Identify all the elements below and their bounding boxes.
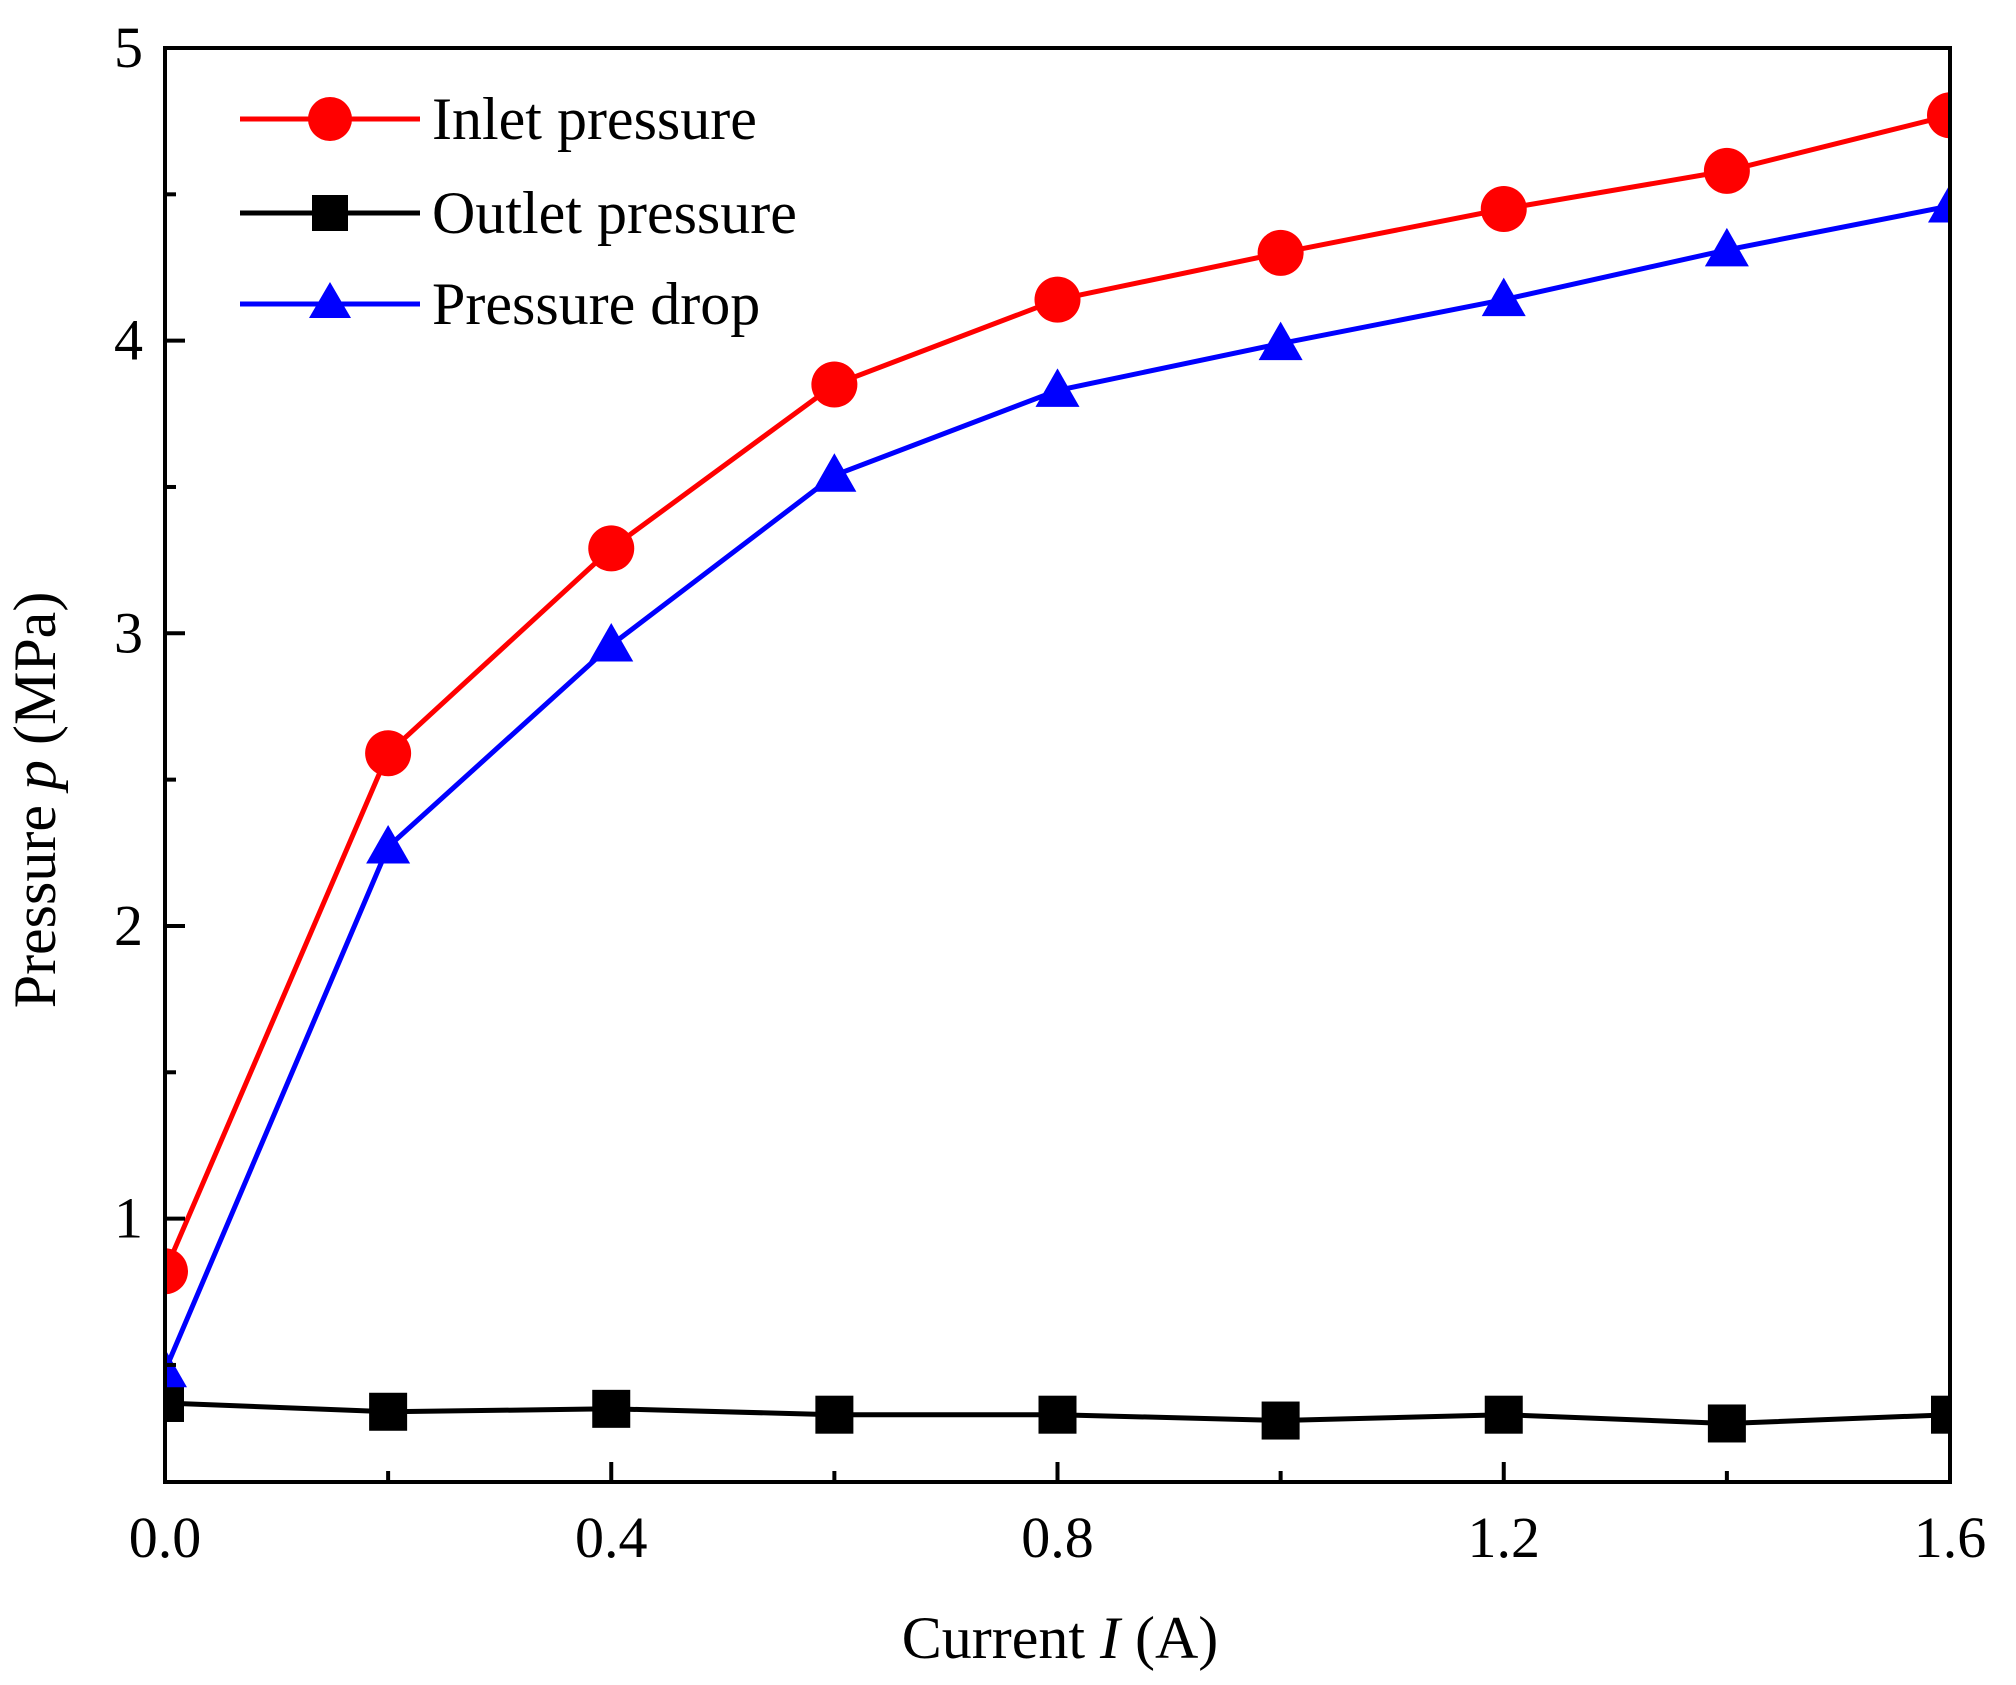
tick-labels: 0.0 0.4 0.8 1.2 1.6 1 2 3 4 5 <box>114 15 1986 1570</box>
x-tick-label: 1.2 <box>1468 1505 1541 1570</box>
data-point-outlet-pressure-3 <box>815 1395 854 1434</box>
data-point-inlet-pressure-7 <box>1703 147 1750 194</box>
data-point-pressure-drop-5 <box>1258 321 1303 361</box>
y-tick-label: 5 <box>114 15 143 80</box>
data-point-pressure-drop-8 <box>1928 184 1950 223</box>
legend-item-pressure-drop: Pressure drop <box>240 271 760 337</box>
data-point-outlet-pressure-5 <box>1261 1401 1300 1440</box>
data-point-inlet-pressure-5 <box>1257 229 1304 276</box>
data-point-pressure-drop-3 <box>812 453 857 492</box>
x-tick-label: 0.0 <box>129 1505 202 1570</box>
data-point-inlet-pressure-3 <box>811 361 858 408</box>
legend-label-outlet-pressure: Outlet pressure <box>432 180 797 246</box>
data-point-inlet-pressure-4 <box>1034 276 1081 323</box>
y-tick-label: 3 <box>114 600 143 665</box>
data-point-outlet-pressure-2 <box>592 1389 631 1428</box>
data-point-pressure-drop-4 <box>1035 368 1080 407</box>
y-tick-label: 1 <box>114 1186 143 1251</box>
data-point-inlet-pressure-2 <box>588 525 635 572</box>
data-point-pressure-drop-6 <box>1481 277 1526 317</box>
y-axis-title: Pressure p (MPa) <box>2 592 68 1009</box>
data-point-outlet-pressure-4 <box>1038 1395 1077 1434</box>
legend-label-inlet-pressure: Inlet pressure <box>432 86 757 152</box>
legend-item-inlet-pressure: Inlet pressure <box>240 86 757 152</box>
y-tick-label: 2 <box>114 893 143 958</box>
x-tick-label: 0.8 <box>1021 1505 1094 1570</box>
data-point-outlet-pressure-8 <box>1931 1395 1950 1434</box>
data-point-pressure-drop-0 <box>165 1348 187 1388</box>
data-point-outlet-pressure-6 <box>1484 1395 1523 1434</box>
data-point-outlet-pressure-1 <box>369 1392 408 1431</box>
legend-marker-triangle <box>309 282 351 318</box>
legend: Inlet pressure Outlet pressure Pressure … <box>240 86 797 337</box>
x-tick-label: 0.4 <box>575 1505 648 1570</box>
data-point-outlet-pressure-7 <box>1707 1404 1746 1443</box>
data-point-inlet-pressure-1 <box>365 730 412 777</box>
series-outlet-pressure <box>165 1383 1950 1443</box>
series-layer <box>165 92 1950 1443</box>
series-inlet-pressure <box>165 92 1950 1295</box>
data-point-pressure-drop-7 <box>1704 227 1749 267</box>
data-point-outlet-pressure-0 <box>165 1383 184 1422</box>
data-point-inlet-pressure-8 <box>1927 92 1950 139</box>
data-point-inlet-pressure-6 <box>1480 185 1527 232</box>
axes-layer <box>163 46 1952 1484</box>
legend-item-outlet-pressure: Outlet pressure <box>240 180 797 246</box>
data-point-inlet-pressure-0 <box>165 1248 188 1295</box>
x-tick-label: 1.6 <box>1914 1505 1987 1570</box>
data-point-pressure-drop-2 <box>589 623 634 662</box>
data-point-pressure-drop-1 <box>366 824 411 864</box>
y-tick-label: 4 <box>114 308 143 373</box>
x-axis-title: Current I (A) <box>902 1605 1219 1671</box>
legend-marker-circle <box>308 97 352 141</box>
series-pressure-drop <box>165 184 1950 1388</box>
legend-marker-square <box>312 195 348 231</box>
legend-label-pressure-drop: Pressure drop <box>432 271 760 337</box>
